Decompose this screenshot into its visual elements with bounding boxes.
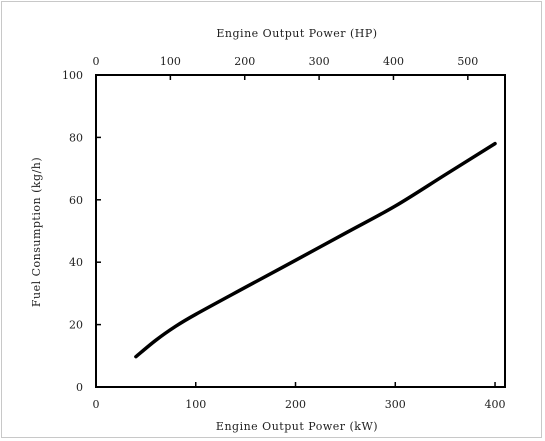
series bbox=[134, 141, 497, 359]
axes bbox=[95, 74, 506, 388]
x-tick-label: 200 bbox=[285, 398, 306, 411]
x-tick-label: 300 bbox=[385, 398, 406, 411]
x2-tick-label: 300 bbox=[309, 55, 330, 68]
y-tick-label: 100 bbox=[62, 69, 83, 82]
plot-area-border bbox=[95, 74, 506, 388]
x2-tick-label: 200 bbox=[234, 55, 255, 68]
x2-axis-title: Engine Output Power (HP) bbox=[216, 27, 377, 40]
x-tick-label: 400 bbox=[485, 398, 506, 411]
x-axis-title: Engine Output Power (kW) bbox=[216, 420, 378, 433]
series-line bbox=[134, 141, 497, 359]
y-axis-title: Fuel Consumption (kg/h) bbox=[30, 157, 43, 307]
x2-tick-label: 400 bbox=[383, 55, 404, 68]
x-tick-label: 100 bbox=[185, 398, 206, 411]
y-tick-label: 20 bbox=[69, 319, 83, 332]
y-tick-label: 80 bbox=[69, 131, 83, 144]
y-tick-label: 0 bbox=[76, 381, 83, 394]
x2-tick-label: 0 bbox=[93, 55, 100, 68]
x2-tick-label: 500 bbox=[457, 55, 478, 68]
x-tick-label: 0 bbox=[93, 398, 100, 411]
ticks bbox=[95, 74, 496, 388]
y-tick-label: 60 bbox=[69, 194, 83, 207]
tick-labels: 0 100 200 300 400 0 100 200 300 400 500 0 20 40 60 80 10… bbox=[62, 55, 506, 411]
y-tick-label: 40 bbox=[69, 256, 83, 269]
x2-tick-label: 100 bbox=[160, 55, 181, 68]
